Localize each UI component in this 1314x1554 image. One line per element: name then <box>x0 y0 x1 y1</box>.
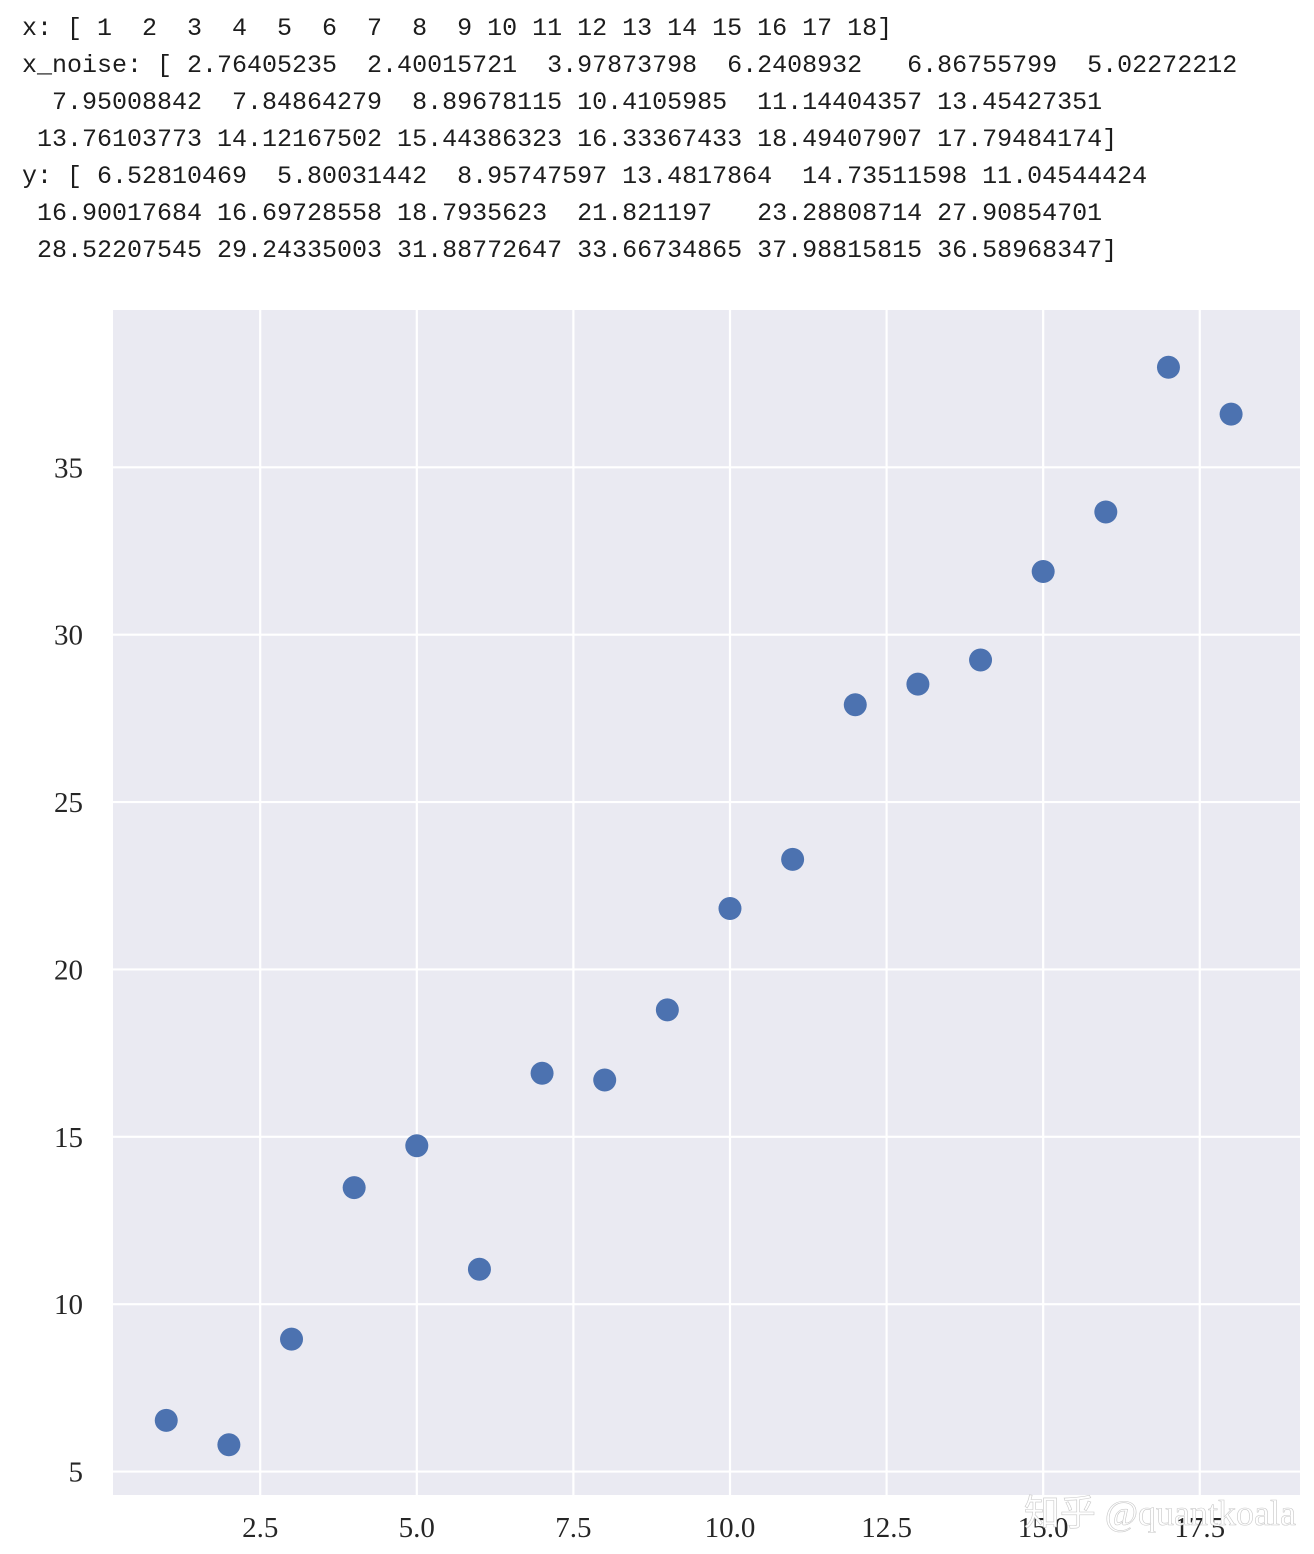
watermark: 知乎 @quantkoala <box>1024 1493 1296 1533</box>
scatter-point <box>843 693 867 717</box>
console-line-y-3: 28.52207545 29.24335003 31.88772647 33.6… <box>22 236 1118 265</box>
y-tick-label: 35 <box>54 452 83 484</box>
y-tick-label: 25 <box>54 787 83 819</box>
scatter-point <box>280 1327 304 1351</box>
scatter-point <box>530 1061 554 1085</box>
x-tick-label: 17.5 <box>1174 1512 1225 1544</box>
scatter-point <box>718 896 742 920</box>
console-line-xnoise-1: x_noise: [ 2.76405235 2.40015721 3.97873… <box>22 51 1238 80</box>
x-tick-label: 7.5 <box>555 1512 591 1544</box>
scatter-plot: 2.5 5.0 7.5 10.0 12.5 15.0 17.5 5 10 15 20 25 30 35 知乎… <box>54 310 1300 1544</box>
scatter-point <box>969 648 993 672</box>
scatter-point <box>1156 355 1180 379</box>
scatter-point <box>655 998 679 1022</box>
y-tick-label: 5 <box>69 1457 84 1489</box>
scatter-point <box>1219 402 1243 426</box>
figure-area: 2.5 5.0 7.5 10.0 12.5 15.0 17.5 5 10 15 20 25 30 35 知乎… <box>0 300 1314 1554</box>
scatter-point <box>342 1176 366 1200</box>
y-tick-label: 15 <box>54 1122 83 1154</box>
y-tick-label: 20 <box>54 954 83 986</box>
x-tick-label: 10.0 <box>705 1512 756 1544</box>
y-tick-label: 30 <box>54 620 83 652</box>
x-tick-label: 5.0 <box>399 1512 435 1544</box>
scatter-point <box>467 1257 491 1281</box>
console-line-y-2: 16.90017684 16.69728558 18.7935623 21.82… <box>22 199 1103 228</box>
scatter-point <box>781 847 805 871</box>
scatter-point <box>1031 560 1055 584</box>
scatter-point <box>405 1134 429 1158</box>
scatter-point <box>154 1408 178 1432</box>
scatter-point <box>217 1433 241 1457</box>
scatter-point <box>1094 500 1118 524</box>
plot-background <box>113 310 1300 1495</box>
x-tick-label: 15.0 <box>1018 1512 1069 1544</box>
scatter-point <box>593 1068 617 1092</box>
console-line-y-1: y: [ 6.52810469 5.80031442 8.95747597 13… <box>22 162 1148 191</box>
x-tick-label: 2.5 <box>242 1512 278 1544</box>
console-output: x: [ 1 2 3 4 5 6 7 8 9 10 11 12 13 14 15… <box>0 0 1314 300</box>
scatter-point <box>906 672 930 696</box>
x-tick-label: 12.5 <box>861 1512 912 1544</box>
console-line-x: x: [ 1 2 3 4 5 6 7 8 9 10 11 12 13 14 15… <box>22 14 893 43</box>
y-tick-label: 10 <box>54 1289 83 1321</box>
console-line-xnoise-2: 7.95008842 7.84864279 8.89678115 10.4105… <box>22 88 1103 117</box>
console-line-xnoise-3: 13.76103773 14.12167502 15.44386323 16.3… <box>22 125 1118 154</box>
